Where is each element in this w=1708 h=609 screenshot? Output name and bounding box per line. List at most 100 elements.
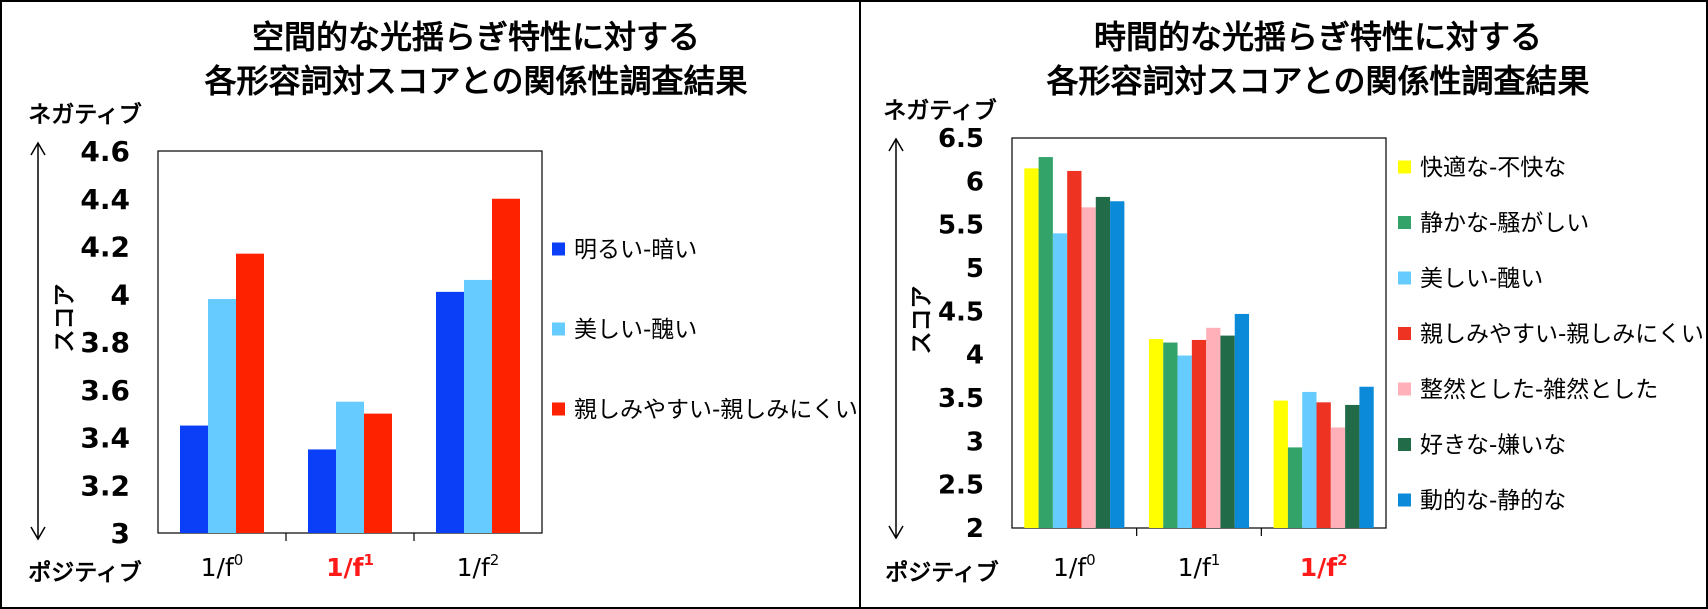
right-chart-title-line1: 時間的な光揺らぎ特性に対する	[1094, 18, 1542, 56]
right-arrow-head-down	[888, 525, 904, 540]
left-y-tick-label: 3.2	[80, 469, 130, 502]
right-legend-label: 動的な-静的な	[1420, 488, 1566, 514]
right-bar	[1345, 404, 1360, 528]
right-bar	[1206, 327, 1221, 528]
left-bar	[464, 279, 492, 533]
right-arrow-head-up	[888, 137, 904, 152]
right-legend-label: 快適な-不快な	[1420, 155, 1566, 181]
right-y-tick-label: 4.5	[938, 297, 984, 327]
left-y-tick-label: 3.4	[80, 422, 130, 455]
right-legend-swatch	[1398, 382, 1411, 396]
right-legend-swatch	[1398, 493, 1411, 507]
left-arrow-head-up	[30, 141, 46, 156]
left-bar	[308, 449, 336, 533]
left-y-tick-label: 4.6	[80, 135, 130, 168]
left-legend-swatch	[552, 402, 565, 416]
right-bar	[1067, 170, 1082, 528]
right-bar	[1302, 391, 1317, 528]
right-bars	[1024, 157, 1374, 536]
left-legend-label: 美しい-醜い	[574, 317, 697, 343]
left-bar	[492, 198, 520, 533]
left-positive-label: ポジティブ	[28, 559, 142, 586]
left-chart-title-line1: 空間的な光揺らぎ特性に対する	[252, 18, 700, 56]
left-y-tick-label: 3	[111, 517, 130, 550]
right-x-categories: 1/f0 1/f1 1/f2	[1053, 551, 1348, 582]
left-x-category-label: 1/f2	[457, 551, 500, 582]
right-y-tick-label: 3.5	[938, 384, 984, 414]
right-bar	[1095, 196, 1111, 528]
right-legend-label: 好きな-嫌いな	[1420, 433, 1566, 459]
right-chart-title-line2: 各形容詞対スコアとの関係性調査結果	[1046, 62, 1589, 100]
right-x-category-label: 1/f1	[1178, 551, 1221, 582]
left-y-tick-label: 4	[111, 278, 130, 311]
right-legend-swatch	[1398, 327, 1411, 340]
left-bar	[336, 401, 364, 533]
left-legend-label: 親しみやすい-親しみにくい	[574, 397, 858, 423]
right-x-category-label: 1/f0	[1053, 551, 1096, 582]
left-y-tick-label: 3.6	[80, 374, 130, 407]
left-chart-panel: 空間的な光揺らぎ特性に対する 各形容詞対スコアとの関係性調査結果 ネガティブ ポ…	[28, 18, 858, 586]
left-arrow-head-down	[30, 526, 46, 541]
left-bar	[236, 253, 264, 533]
right-bar	[1359, 386, 1374, 528]
right-legend-label: 整然とした-雑然とした	[1420, 377, 1658, 403]
right-bar	[1081, 207, 1096, 529]
right-bar	[1191, 339, 1207, 528]
right-y-axis-title: スコア	[909, 286, 935, 355]
right-bar	[1024, 168, 1039, 529]
right-y-ticks: 2 2.5 3 3.5 4 4.5 5 5.5 6 6.5	[938, 124, 984, 544]
left-y-axis-title: スコア	[52, 284, 78, 353]
right-bar	[1148, 339, 1164, 528]
right-bar	[1110, 201, 1125, 528]
right-legend-swatch	[1398, 438, 1411, 451]
right-bar	[1316, 402, 1331, 528]
right-legend-label: 美しい-醜い	[1420, 266, 1543, 292]
right-x-category-label: 1/f2	[1300, 551, 1348, 582]
left-chart-title-line2: 各形容詞対スコアとの関係性調査結果	[204, 62, 747, 100]
left-bar	[180, 425, 208, 533]
left-bars	[180, 198, 520, 541]
right-bar	[1177, 355, 1192, 528]
right-bar	[1330, 427, 1346, 528]
left-x-categories: 1/f0 1/f1 1/f2	[201, 551, 500, 582]
right-y-tick-label: 2	[966, 514, 984, 544]
left-y-tick-label: 4.2	[80, 231, 130, 264]
left-bar	[436, 291, 464, 533]
right-chart-panel: 時間的な光揺らぎ特性に対する 各形容詞対スコアとの関係性調査結果 ネガティブ ポ…	[883, 18, 1704, 586]
right-bar	[1163, 342, 1178, 528]
right-y-tick-label: 6.5	[938, 124, 984, 154]
left-legend-label: 明るい-暗い	[574, 237, 697, 263]
right-bar	[1038, 157, 1053, 529]
left-x-category-label: 1/f0	[201, 551, 244, 582]
left-negative-label: ネガティブ	[28, 101, 142, 128]
left-x-category-label: 1/f1	[326, 551, 374, 582]
left-legend-swatch	[552, 322, 565, 336]
right-legend-label: 静かな-騒がしい	[1420, 211, 1589, 237]
left-y-tick-label: 3.8	[80, 326, 130, 359]
right-positive-label: ポジティブ	[885, 559, 999, 586]
left-legend-swatch	[552, 242, 565, 256]
right-y-tick-label: 2.5	[938, 471, 984, 501]
right-y-tick-label: 3	[966, 427, 984, 457]
right-bar	[1234, 313, 1250, 528]
right-negative-label: ネガティブ	[883, 97, 997, 124]
right-y-tick-label: 5	[966, 254, 984, 284]
right-legend-swatch	[1398, 216, 1411, 229]
right-y-tick-label: 4	[966, 341, 984, 371]
left-bar	[208, 299, 236, 533]
right-legend-swatch	[1398, 271, 1411, 285]
right-bar	[1287, 447, 1303, 528]
right-bar	[1220, 335, 1235, 528]
right-legend-label: 親しみやすい-親しみにくい	[1420, 322, 1704, 348]
right-y-tick-label: 5.5	[938, 211, 984, 241]
right-bar	[1052, 233, 1068, 529]
right-y-tick-label: 6	[966, 167, 984, 197]
left-bar	[364, 413, 392, 533]
right-legend-swatch	[1398, 160, 1411, 174]
right-legend: 快適な-不快な静かな-騒がしい美しい-醜い親しみやすい-親しみにくい整然とした-…	[1398, 155, 1704, 514]
left-y-ticks: 3 3.2 3.4 3.6 3.8 4 4.2 4.4 4.6	[80, 135, 130, 550]
right-bar	[1273, 400, 1288, 528]
